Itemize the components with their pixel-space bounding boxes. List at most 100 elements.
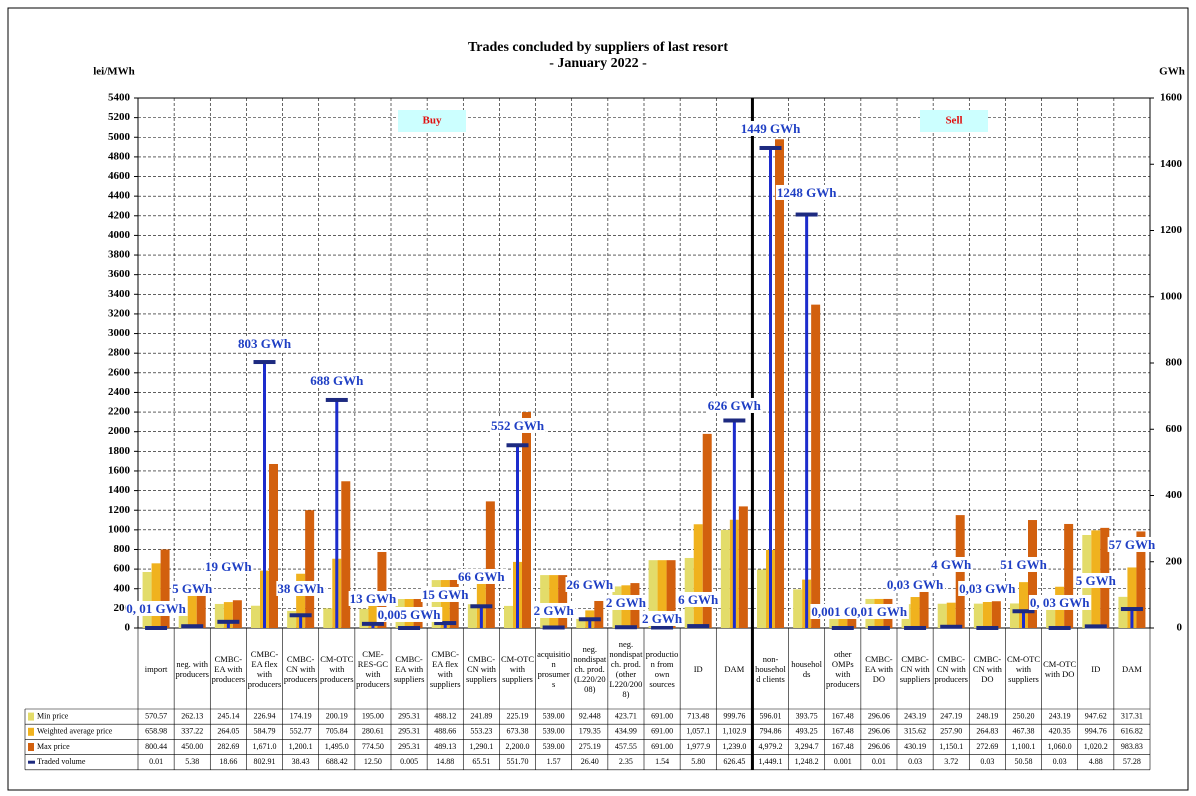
table-value: 1.57 [547, 757, 561, 766]
bar [702, 433, 712, 628]
bar [214, 603, 224, 628]
table-value: 488.66 [434, 727, 456, 736]
table-value: 296.06 [868, 742, 890, 751]
annotation-background [604, 594, 648, 610]
table-value: 0.03 [908, 757, 922, 766]
table-value: 626.45 [723, 757, 745, 766]
table-value: 430.19 [904, 742, 926, 751]
volume-annotation: 552 GWh [491, 418, 545, 433]
table-value: 296.06 [868, 727, 890, 736]
table-value: 248.19 [976, 711, 998, 720]
volume-annotation: 66 GWh [458, 569, 505, 584]
volume-marker [687, 624, 710, 629]
table-value: 3.72 [944, 757, 958, 766]
table-value: 1,200.1 [289, 742, 313, 751]
table-value: 450.00 [181, 742, 203, 751]
x-tick-label: CMBC-EA flex with producers [247, 648, 282, 689]
category-cell: neg. with producers [175, 659, 209, 679]
bar [232, 600, 242, 628]
y2-tick-label: 1400 [1160, 158, 1183, 170]
volume-marker [217, 619, 240, 624]
x-tick-label: CMBC-CN with suppliers [466, 653, 497, 684]
bar [946, 602, 956, 628]
x-tick-label: other OMPs with producers [826, 648, 860, 689]
bar [793, 589, 803, 628]
category-cell: CM-OTC with suppliers [501, 654, 534, 684]
annotation-background [565, 576, 615, 592]
table-value: 2,200.0 [506, 742, 530, 751]
bar [522, 412, 531, 628]
table-value: 167.48 [832, 711, 854, 720]
x-tick-label: non-household clients [755, 653, 786, 684]
bar [476, 573, 486, 628]
table-value: 245.14 [217, 711, 239, 720]
table-value: 596.01 [760, 711, 782, 720]
table-value: 539.00 [543, 711, 565, 720]
bar [576, 618, 586, 628]
table-value: 257.90 [940, 727, 962, 736]
table-value: 551.70 [507, 757, 529, 766]
bar [558, 575, 568, 628]
volume-marker [831, 625, 854, 630]
volume-marker [1084, 624, 1107, 629]
volume-annotation: 38 GWh [277, 581, 324, 596]
table-value: 1,449.1 [759, 757, 783, 766]
y-tick-label: 4000 [108, 229, 131, 241]
table-value: 57.28 [1123, 757, 1141, 766]
x-tick-label: CM-OTC with DO [1043, 658, 1077, 679]
annotation-background [958, 580, 1018, 596]
volume-marker [253, 360, 276, 365]
volume-marker [542, 625, 565, 630]
legend-key [28, 760, 35, 764]
table-value: 488.12 [434, 711, 456, 720]
annotation-background [885, 576, 946, 592]
table-value: 947.62 [1085, 711, 1107, 720]
annotation-background [309, 372, 366, 388]
legend-key [28, 712, 34, 721]
bar [1046, 604, 1056, 628]
category-cell: CMBC-EA flex with suppliers [430, 649, 461, 689]
category-cell: CM-OTC with DO [1043, 658, 1077, 679]
table-value: 774.50 [362, 742, 384, 751]
volume-marker [1048, 625, 1071, 630]
bar [467, 604, 477, 628]
volume-marker [325, 397, 348, 402]
bar [594, 600, 604, 628]
x-tick-label: neg. nondispatch. prod. (L220/2008) [573, 643, 607, 694]
section-label-box [398, 110, 466, 132]
table-value: 802.91 [254, 757, 276, 766]
bar [440, 580, 450, 628]
bar [811, 304, 821, 628]
table-value: 0.005 [400, 757, 418, 766]
volume-marker [940, 624, 963, 629]
legend-label: Max price [37, 742, 70, 751]
y-tick-label: 3800 [108, 249, 131, 261]
volume-annotation: 5 GWh [172, 581, 213, 596]
volume-annotation: 26 GWh [566, 577, 613, 592]
section-label: Sell [945, 115, 962, 127]
table-value: 12.50 [364, 757, 382, 766]
category-cell: DAM [724, 664, 744, 674]
y-tick-label: 1600 [108, 464, 131, 476]
bar [296, 573, 306, 628]
table-value: 18.66 [219, 757, 237, 766]
legend-key [28, 743, 34, 751]
table-value: 264.05 [217, 727, 239, 736]
bar [504, 605, 513, 628]
table-value: 658.98 [145, 727, 167, 736]
category-cell: CMBC-EA with DO [865, 654, 893, 684]
category-cell: CMBC-CN with suppliers [900, 654, 931, 684]
table-value: 691.00 [651, 711, 673, 720]
bar [269, 463, 278, 628]
bar [838, 611, 848, 628]
table-value: 241.89 [470, 711, 492, 720]
category-cell: CMBC-EA with producers [212, 654, 246, 684]
y-tick-label: 3400 [108, 288, 131, 300]
y2-tick-label: 400 [1166, 489, 1183, 501]
table-value: 994.76 [1085, 727, 1107, 736]
bar [187, 594, 197, 628]
legend-label: Weighted average price [37, 727, 113, 736]
y-tick-label: 4400 [108, 190, 131, 202]
y-tick-label: 0 [125, 622, 131, 634]
